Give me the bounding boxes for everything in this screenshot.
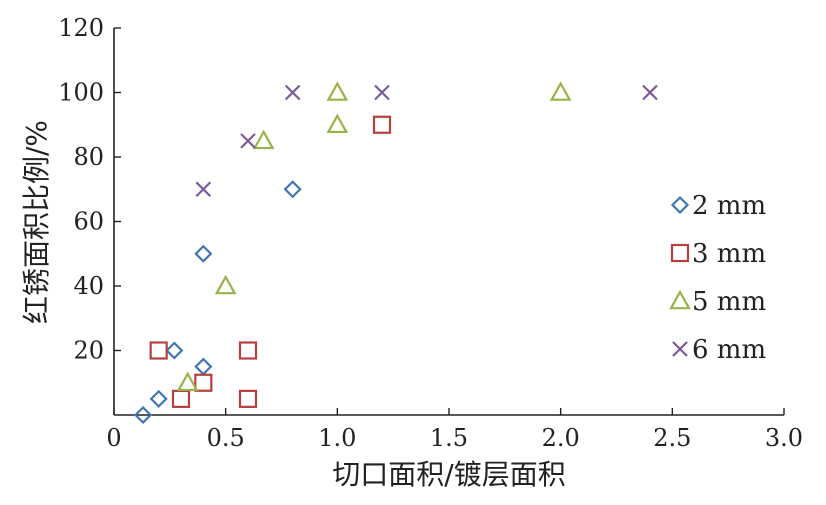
data-point-triangle: [549, 81, 572, 101]
x-tick-label: 2.0: [542, 424, 580, 452]
legend-label: 5 mm: [692, 287, 766, 317]
y-ticks: 20 40 60 80 100 120: [58, 14, 121, 365]
data-point-cross: [240, 133, 256, 149]
data-point-square: [372, 115, 392, 134]
y-tick-label: 100: [58, 79, 104, 107]
y-axis-title: 红锈面积比例/%: [20, 120, 53, 324]
legend-label: 3 mm: [692, 239, 766, 269]
legend: 2 mm 3 mm 5 mm 6 mm: [669, 191, 766, 365]
data-point-diamond: [283, 180, 302, 199]
data-point-square: [149, 341, 168, 360]
data-point-triangle: [176, 371, 199, 392]
x-tick-label: 1.0: [318, 424, 356, 452]
data-point-square: [194, 373, 213, 392]
data-point-triangle: [214, 274, 237, 295]
data-point-square: [171, 389, 191, 408]
y-tick-label: 40: [73, 272, 104, 300]
x-ticks: 0 0.5 1.0 1.5 2.0 2.5 3.0: [106, 408, 803, 452]
data-point-cross: [642, 84, 658, 101]
x-tick-label: 2.5: [653, 424, 691, 452]
legend-marker-square: [670, 243, 690, 263]
data-point-diamond: [165, 341, 184, 360]
data-point-diamond: [194, 244, 213, 263]
data-point-square: [238, 389, 258, 408]
y-tick-label: 60: [73, 208, 104, 236]
data-points: [133, 81, 658, 425]
data-point-cross: [374, 84, 390, 101]
data-point-triangle: [326, 113, 349, 134]
y-tick-label: 120: [58, 14, 104, 42]
legend-label: 2 mm: [692, 191, 766, 221]
legend-label: 6 mm: [692, 335, 766, 365]
legend-marker-triangle: [669, 289, 691, 310]
x-tick-label: 0.5: [207, 424, 245, 452]
data-point-diamond: [149, 389, 168, 408]
data-point-diamond: [133, 405, 153, 425]
x-tick-label: 1.5: [430, 424, 468, 452]
data-point-cross: [284, 84, 301, 101]
data-point-cross: [195, 181, 212, 198]
data-point-square: [238, 341, 258, 360]
data-point-triangle: [252, 129, 275, 150]
axes: [113, 28, 784, 416]
x-tick-label: 0: [106, 424, 121, 452]
y-tick-label: 20: [73, 337, 104, 365]
data-point-triangle: [326, 81, 349, 101]
x-axis-title: 切口面积/镀层面积: [332, 458, 565, 491]
data-point-diamond: [194, 357, 213, 376]
y-tick-label: 80: [73, 143, 104, 171]
legend-marker-diamond: [670, 195, 690, 215]
legend-marker-cross: [672, 341, 688, 357]
x-tick-label: 3.0: [765, 424, 803, 452]
